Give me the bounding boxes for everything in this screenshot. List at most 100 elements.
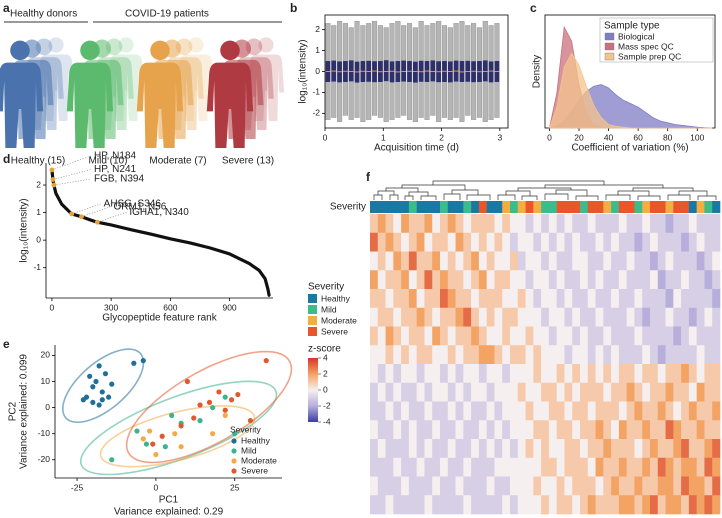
severity-cell xyxy=(517,201,526,213)
panel-label: d xyxy=(3,152,10,166)
heatmap-cell xyxy=(665,420,674,440)
heatmap-cell xyxy=(611,214,620,234)
heatmap-cell xyxy=(385,232,394,252)
severity-cell xyxy=(548,201,557,213)
heatmap-cell xyxy=(455,439,464,459)
heatmap-cell xyxy=(595,401,604,421)
leader-line xyxy=(71,203,101,215)
heatmap-cell xyxy=(416,251,425,271)
y-axis-label: log₁₀(intensity) xyxy=(19,198,30,262)
severity-cell xyxy=(393,201,402,213)
heatmap-cell xyxy=(478,457,487,477)
severity-cell xyxy=(463,201,472,213)
heatmap-cell xyxy=(696,232,705,252)
heatmap-cell xyxy=(370,251,379,271)
heatmap-cell xyxy=(626,214,635,234)
heatmap-cell xyxy=(408,214,417,234)
heatmap-cell xyxy=(370,345,379,365)
heatmap-cell xyxy=(564,270,573,290)
annotation: IGHA1, N340 xyxy=(129,207,189,218)
heatmap-cell xyxy=(572,457,581,477)
heatmap-cell xyxy=(432,420,441,440)
heatmap-cell xyxy=(517,232,526,252)
legend-label: Sample prep QC xyxy=(618,51,681,61)
panel-label: f xyxy=(366,170,371,184)
x-tick-label: 900 xyxy=(222,302,236,312)
heatmap-cell xyxy=(517,307,526,327)
heatmap-cell xyxy=(548,420,557,440)
heatmap-cell xyxy=(704,382,713,402)
heatmap-cell xyxy=(696,270,705,290)
heatmap-cell xyxy=(556,420,565,440)
heatmap-cell xyxy=(401,420,410,440)
leader-line xyxy=(53,178,92,186)
heatmap-cell xyxy=(572,214,581,234)
heatmap-cell xyxy=(603,326,612,346)
heatmap-cell xyxy=(580,232,589,252)
heatmap-cell xyxy=(494,326,503,346)
heatmap-cell xyxy=(416,382,425,402)
heatmap-cell xyxy=(517,401,526,421)
heatmap-cell xyxy=(642,495,651,515)
heatmap-cell xyxy=(393,289,402,309)
heatmap-cell xyxy=(370,326,379,346)
heatmap-cell xyxy=(642,345,651,365)
heatmap-cell xyxy=(626,476,635,496)
heatmap-cell xyxy=(471,326,480,346)
heatmap-cell xyxy=(564,232,573,252)
heatmap-cell xyxy=(510,420,519,440)
heatmap-cell xyxy=(673,345,682,365)
point xyxy=(134,428,140,434)
severity-cell xyxy=(502,201,511,213)
heatmap-cell xyxy=(657,495,666,515)
heatmap-cell xyxy=(370,364,379,384)
heatmap-cell xyxy=(572,439,581,459)
heatmap-cell xyxy=(673,382,682,402)
heatmap-cell xyxy=(408,457,417,477)
heatmap-cell xyxy=(642,289,651,309)
heatmap-cell xyxy=(541,401,550,421)
point xyxy=(178,423,184,429)
heatmap-cell xyxy=(696,476,705,496)
density-area xyxy=(548,52,713,129)
heatmap-cell xyxy=(657,364,666,384)
heatmap-cell xyxy=(572,345,581,365)
heatmap-cell xyxy=(486,251,495,271)
heatmap-cell xyxy=(626,307,635,327)
heatmap-cell xyxy=(401,270,410,290)
heatmap-cell xyxy=(564,420,573,440)
panel-label: b xyxy=(290,1,297,15)
heatmap-cell xyxy=(587,232,596,252)
point xyxy=(228,397,235,403)
heatmap-cell xyxy=(447,326,456,346)
heatmap-cell xyxy=(541,251,550,271)
heatmap-cell xyxy=(595,289,604,309)
severity-cell xyxy=(712,201,721,213)
severity-cell xyxy=(572,201,581,213)
heatmap-cell xyxy=(642,307,651,327)
heatmap-cell xyxy=(424,382,433,402)
heatmap-cell xyxy=(595,251,604,271)
heatmap-cell xyxy=(370,307,379,327)
point xyxy=(197,402,203,408)
heatmap-cell xyxy=(401,214,410,234)
colorbar-tick-label: 0 xyxy=(323,384,328,394)
legend-label: Mass spec QC xyxy=(618,41,674,51)
heatmap-cell xyxy=(704,289,713,309)
severity-cell xyxy=(580,201,589,213)
box xyxy=(372,61,377,83)
heatmap-cell xyxy=(634,345,643,365)
heatmap-cell xyxy=(440,476,449,496)
y-tick-label: 1 xyxy=(315,45,320,55)
heatmap-cell xyxy=(377,289,386,309)
severity-cell xyxy=(416,201,425,213)
heatmap-cell xyxy=(595,439,604,459)
heatmap-cell xyxy=(502,420,511,440)
heatmap-cell xyxy=(471,420,480,440)
heatmap-cell xyxy=(408,307,417,327)
heatmap-cell xyxy=(626,457,635,477)
severity-cell xyxy=(704,201,713,213)
heatmap-cell xyxy=(704,439,713,459)
heatmap-cell xyxy=(440,457,449,477)
heatmap-cell xyxy=(463,232,472,252)
